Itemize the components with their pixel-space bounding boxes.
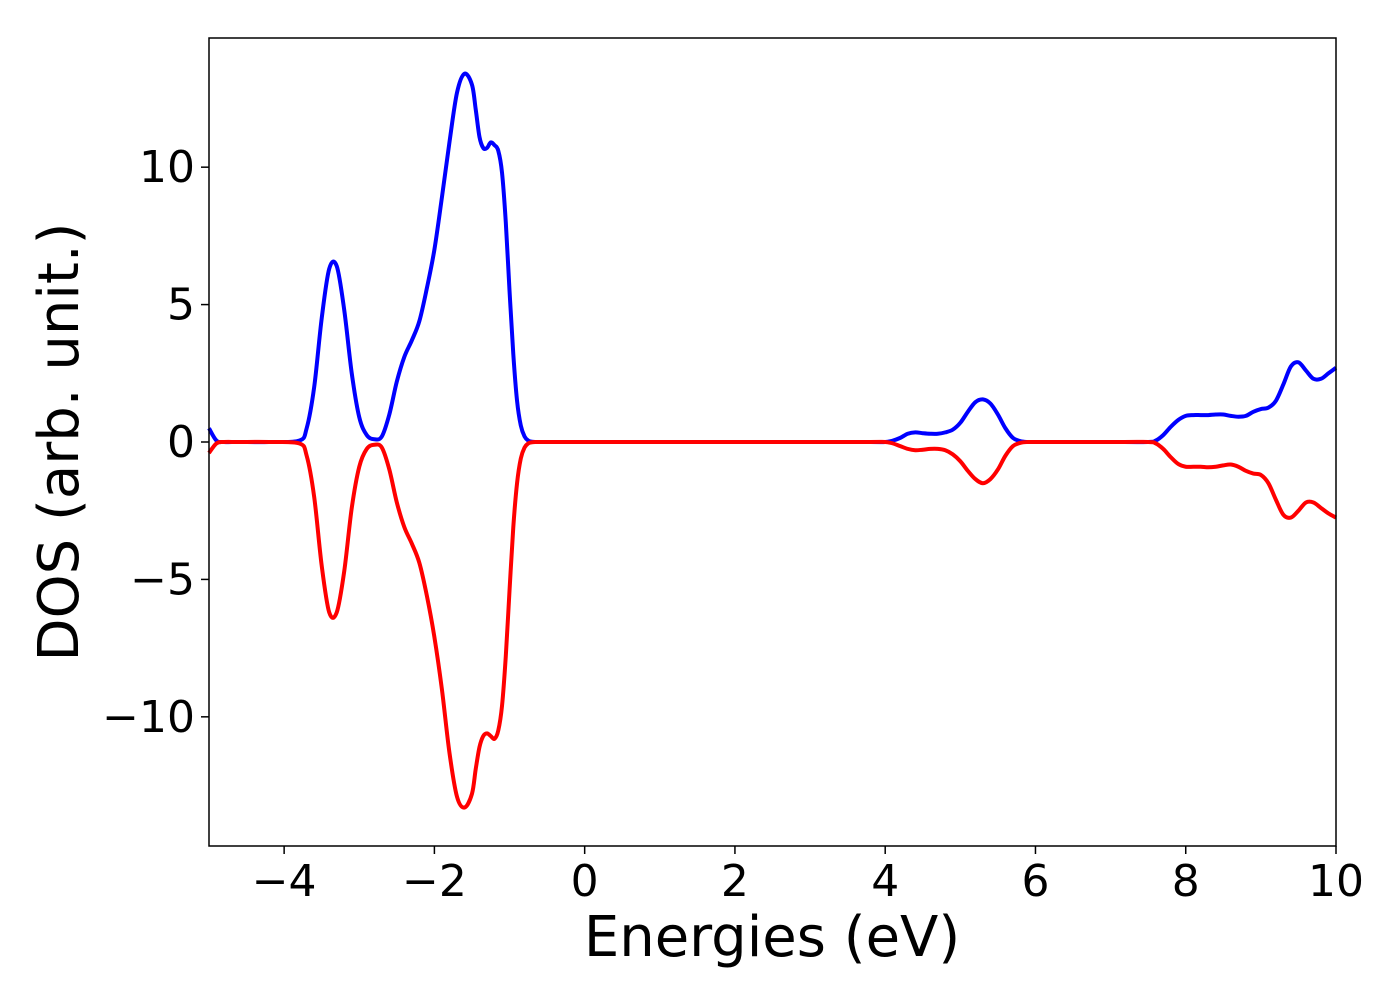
x-axis-ticks: −4 −2 0 2 4 6 8 10 bbox=[252, 846, 1364, 907]
x-tick-label: −4 bbox=[252, 856, 317, 907]
x-tick-label: 4 bbox=[871, 856, 899, 907]
x-tick-label: −2 bbox=[402, 856, 467, 907]
x-tick-label: 8 bbox=[1172, 856, 1200, 907]
y-tick-label: −10 bbox=[102, 692, 195, 743]
series-line-2 bbox=[207, 439, 1337, 810]
x-tick-label: 6 bbox=[1021, 856, 1049, 907]
series-layer bbox=[207, 71, 1338, 810]
y-axis-label: DOS (arb. unit.) bbox=[27, 222, 92, 661]
y-tick-label: 5 bbox=[167, 280, 195, 331]
x-tick-label: 2 bbox=[721, 856, 749, 907]
y-tick-label: 0 bbox=[167, 417, 195, 468]
y-tick-label: 10 bbox=[139, 142, 195, 193]
y-axis-ticks: −10 −5 0 5 10 bbox=[102, 142, 209, 743]
x-tick-label: 10 bbox=[1308, 856, 1364, 907]
y-tick-label: −5 bbox=[130, 554, 195, 605]
x-tick-label: 0 bbox=[571, 856, 599, 907]
x-axis-label: Energies (eV) bbox=[584, 905, 960, 970]
